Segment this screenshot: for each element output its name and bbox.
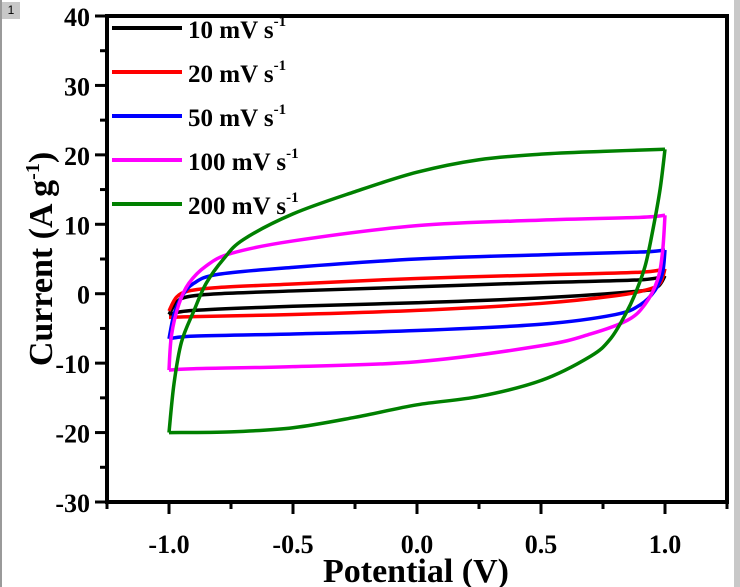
y-tick-label: -30 bbox=[55, 489, 90, 518]
legend-label: 200 mV s-1 bbox=[188, 190, 299, 220]
y-axis-label: Current (A g-1) bbox=[22, 152, 60, 366]
legend-label: 20 mV s-1 bbox=[188, 58, 286, 88]
y-axis-label-text: Current (A g bbox=[23, 180, 60, 366]
plot-curves bbox=[167, 147, 667, 435]
cv-curve-200-cathodic bbox=[168, 149, 667, 435]
legend-label: 100 mV s-1 bbox=[188, 146, 299, 176]
right-scrollbar-gutter bbox=[734, 0, 740, 587]
axis-ticks: -1.0 -0.5 0.0 0.5 1.0 -30 -20 -10 0 10 20 30 40 bbox=[55, 3, 729, 559]
legend-label: 50 mV s-1 bbox=[188, 102, 286, 132]
y-axis-label-superscript: -1 bbox=[22, 163, 44, 180]
cv-curve-100-cathodic bbox=[168, 215, 667, 372]
y-tick-label: 20 bbox=[64, 142, 90, 171]
y-axis-label-group: Current (A g-1) bbox=[22, 152, 60, 366]
y-tick-label: 30 bbox=[64, 72, 90, 101]
legend-label: 10 mV s-1 bbox=[188, 14, 286, 44]
cv-curve-20-anodic bbox=[167, 266, 666, 312]
cv-curve-50-cathodic bbox=[168, 249, 667, 341]
x-axis-label: Potential (V) bbox=[323, 553, 509, 587]
cv-curve-100-anodic bbox=[167, 213, 666, 371]
page-number-badge: 1 bbox=[2, 2, 20, 19]
x-tick-label: -1.0 bbox=[148, 530, 189, 559]
x-tick-label: 0.5 bbox=[525, 530, 558, 559]
window-left-border bbox=[0, 0, 2, 587]
legend: 10 mV s-1 20 mV s-1 50 mV s-1 100 mV s-1 200… bbox=[112, 14, 299, 220]
cv-curve-200-anodic bbox=[167, 147, 666, 433]
y-tick-label: 10 bbox=[64, 211, 90, 240]
y-tick-label: -20 bbox=[55, 420, 90, 449]
y-tick-label: -10 bbox=[55, 350, 90, 379]
x-tick-label: 1.0 bbox=[649, 530, 682, 559]
y-tick-label: 0 bbox=[77, 281, 90, 310]
y-tick-label: 40 bbox=[64, 3, 90, 32]
y-axis-label-suffix: ) bbox=[23, 152, 60, 163]
x-tick-label: -0.5 bbox=[272, 530, 313, 559]
x-tick-label: 0.0 bbox=[401, 530, 434, 559]
